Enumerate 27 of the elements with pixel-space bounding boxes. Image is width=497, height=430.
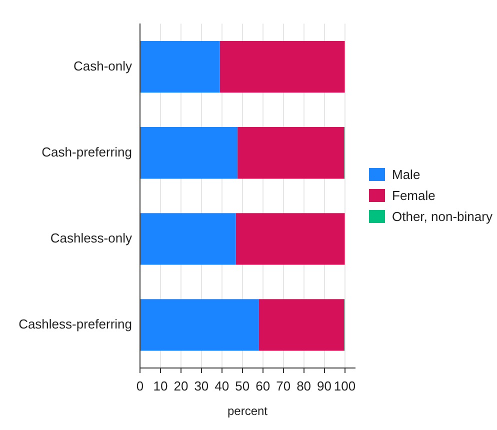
bar (220, 41, 345, 93)
x-tick-label: 100 (334, 378, 356, 394)
x-axis-title: percent (227, 404, 268, 418)
x-tick-label: 70 (276, 378, 291, 394)
x-tick-label: 10 (153, 378, 168, 394)
x-tick-label: 80 (296, 378, 312, 394)
legend-label: Male (392, 167, 420, 182)
x-tick-label: 90 (317, 378, 332, 394)
y-tick-label: Cash-only (73, 58, 132, 74)
bar (237, 127, 344, 179)
y-tick-label: Cashless-only (50, 230, 132, 246)
bar (140, 299, 259, 351)
bar (140, 41, 220, 93)
x-tick-label: 60 (256, 378, 270, 394)
bar (140, 213, 236, 265)
y-tick-label: Cashless-preferring (18, 316, 132, 332)
x-tick-label: 0 (136, 378, 144, 394)
bar (140, 127, 238, 179)
x-tick-label: 20 (174, 378, 188, 394)
y-tick-label: Cash-preferring (42, 144, 132, 160)
x-tick-label: 30 (194, 378, 209, 394)
legend-label: Female (392, 188, 436, 203)
bar (258, 299, 344, 351)
bar (236, 213, 345, 265)
legend-label: Other, non-binary (392, 209, 492, 224)
x-tick-label: 40 (214, 378, 230, 394)
x-tick-label: 50 (235, 378, 250, 394)
